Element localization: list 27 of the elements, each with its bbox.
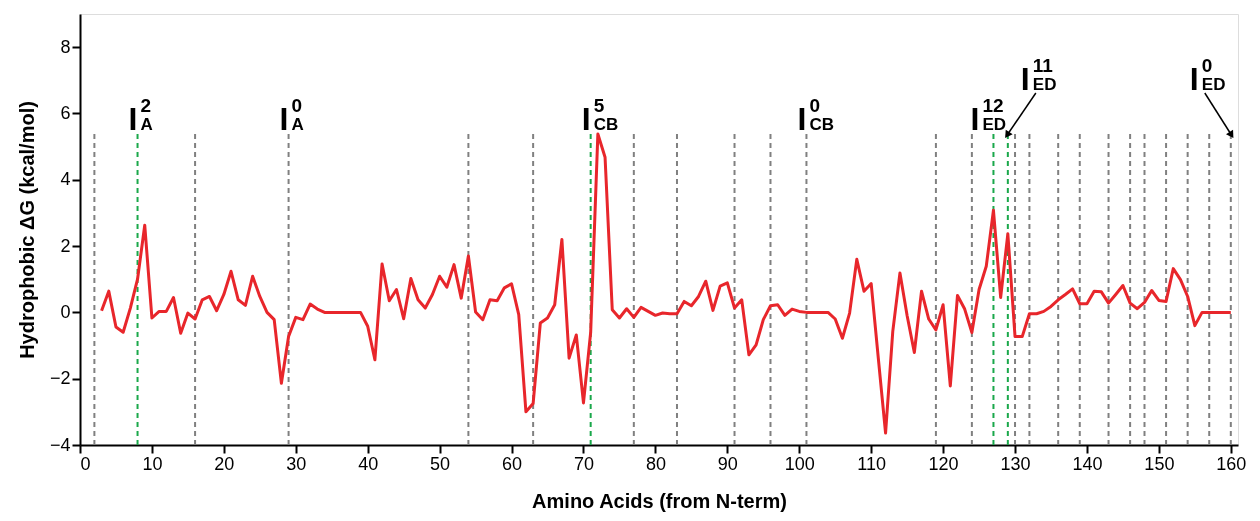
x-tick-label: 100 — [784, 453, 815, 474]
x-tick-label: 60 — [502, 453, 523, 474]
y-tick-label: −2 — [49, 368, 71, 389]
y-tick-label: 2 — [60, 235, 71, 256]
x-tick-label: 30 — [286, 453, 307, 474]
x-tick-label: 90 — [717, 453, 738, 474]
x-tick-label: 110 — [857, 453, 887, 474]
x-tick-label: 130 — [1000, 453, 1031, 474]
line-series — [100, 132, 1233, 435]
y-tick-label: 4 — [60, 169, 71, 190]
x-tick-label: 40 — [358, 453, 379, 474]
x-tick-label: 160 — [1216, 453, 1247, 474]
x-tick-label: 150 — [1144, 453, 1175, 474]
x-axis-title: Amino Acids (from N-term) — [532, 489, 787, 512]
y-tick-label: 6 — [60, 102, 71, 123]
y-tick-label: −4 — [49, 434, 71, 455]
x-tick-label: 120 — [928, 453, 959, 474]
x-tick-label: 80 — [645, 453, 666, 474]
x-tick-label: 10 — [142, 453, 163, 474]
y-tick-label: 8 — [60, 36, 71, 57]
x-tick-label: 70 — [573, 453, 594, 474]
x-tick-label: 0 — [80, 453, 91, 474]
y-tick-label: 0 — [60, 301, 71, 322]
x-tick-label: 20 — [214, 453, 235, 474]
y-axis-title: Hydrophobic ΔG (kcal/mol) — [15, 101, 38, 359]
x-tick-label: 140 — [1072, 453, 1103, 474]
x-tick-label: 50 — [430, 453, 451, 474]
